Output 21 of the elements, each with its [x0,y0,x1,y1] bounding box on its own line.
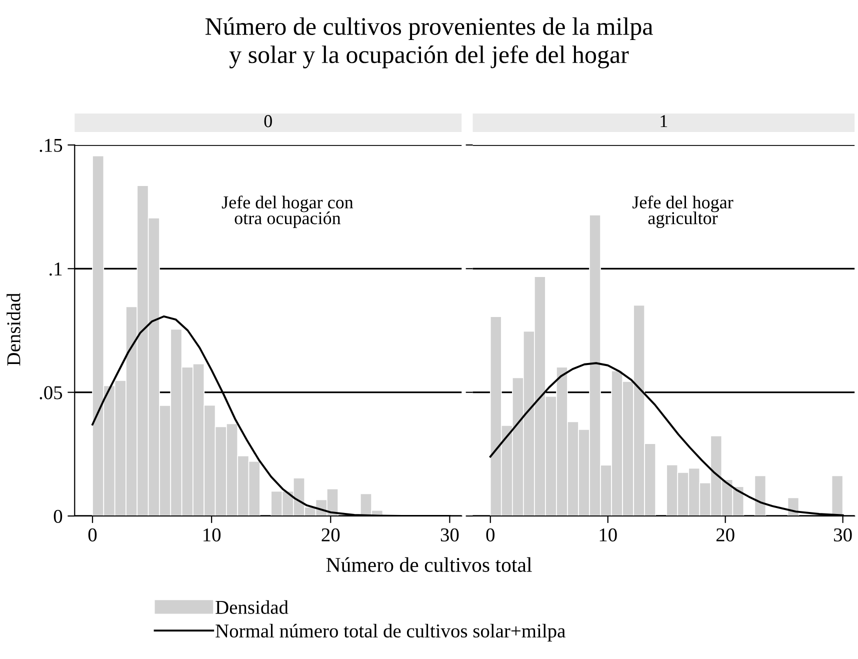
y-tick-label: 0 [54,510,62,523]
x-tick-label: 30 [834,528,852,542]
x-tick-label: 20 [716,528,734,542]
x-tick-label: 0 [88,528,97,542]
x-axis-title: Número de cultivos total [326,557,532,572]
x-tick-label: 20 [322,528,340,542]
x-tick-label: 10 [600,528,617,542]
chart-subtitle: 0 [264,115,272,128]
legend-label: Normal número total de cultivos solar+milpa [216,624,566,642]
chart-subtitle: 1 [660,115,668,128]
y-tick-label: .15 [40,138,62,152]
x-tick-label: 0 [486,528,494,542]
y-tick-label: .05 [40,386,62,400]
x-tick-label: 10 [204,528,221,542]
y-axis-title: Densidad [6,293,20,366]
x-tick-label: 30 [440,528,459,542]
legend-label: Densidad [216,600,288,614]
annotation: Jefe del hogar con otra ocupación [222,196,354,228]
annotation: Jefe del hogar agricultor [632,196,734,228]
chart-title: Número de cultivos provenientes de la milpa y solar y la ocupación del jefe del hogar [205,17,653,68]
y-tick-label: .1 [50,262,62,276]
